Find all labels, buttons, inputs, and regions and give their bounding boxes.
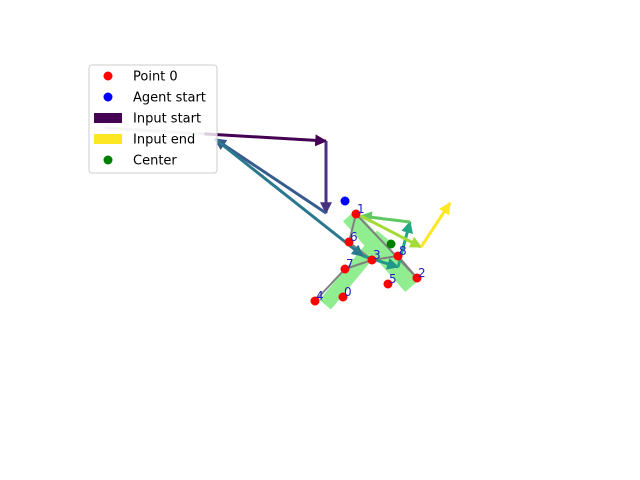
legend-label-2: Input start	[133, 112, 201, 127]
point-7	[340, 264, 350, 274]
point-3	[367, 255, 377, 265]
legend: Point 0 Agent start Input start Input end Ce…	[88, 64, 218, 174]
legend-label-0: Point 0	[133, 70, 178, 85]
point-label-3: 3	[373, 248, 381, 262]
point-4	[310, 296, 320, 306]
arrow-6	[359, 211, 411, 224]
point-label-6: 6	[350, 230, 358, 244]
legend-swatch-1	[103, 92, 113, 102]
legend-swatch-0	[103, 71, 113, 81]
arrow-8	[419, 201, 452, 248]
arrow-3	[214, 137, 364, 258]
legend-swatch-3	[94, 134, 122, 144]
point-1	[351, 209, 361, 219]
center-marker	[386, 239, 396, 249]
point-label-8: 8	[399, 244, 407, 258]
shape-band-1	[343, 210, 418, 292]
point-label-2: 2	[418, 266, 426, 280]
legend-label-4: Center	[133, 154, 177, 169]
shape-layer	[319, 210, 418, 310]
point-8	[393, 251, 403, 261]
point-5	[383, 279, 393, 289]
legend-frame	[88, 64, 218, 174]
legend-swatch-2	[94, 113, 122, 123]
arrow-layer	[104, 126, 452, 270]
point-label-1: 1	[357, 202, 365, 216]
legend-label-3: Input end	[133, 133, 195, 148]
legend-swatch-4	[103, 155, 113, 165]
arrow-0	[204, 132, 328, 147]
point-label-5: 5	[389, 272, 397, 286]
marker-layer: 0 1 2 3 4 5 6 7 8	[310, 196, 426, 306]
point-label-4: 4	[316, 289, 324, 303]
point-label-7: 7	[346, 257, 354, 271]
legend-label-1: Agent start	[133, 91, 206, 106]
agent-start-marker	[340, 196, 350, 206]
point-label-0: 0	[344, 285, 352, 299]
point-0	[338, 292, 348, 302]
point-6	[344, 237, 354, 247]
point-2	[412, 273, 422, 283]
arrow-7	[360, 214, 423, 249]
arrow-2	[214, 137, 327, 215]
